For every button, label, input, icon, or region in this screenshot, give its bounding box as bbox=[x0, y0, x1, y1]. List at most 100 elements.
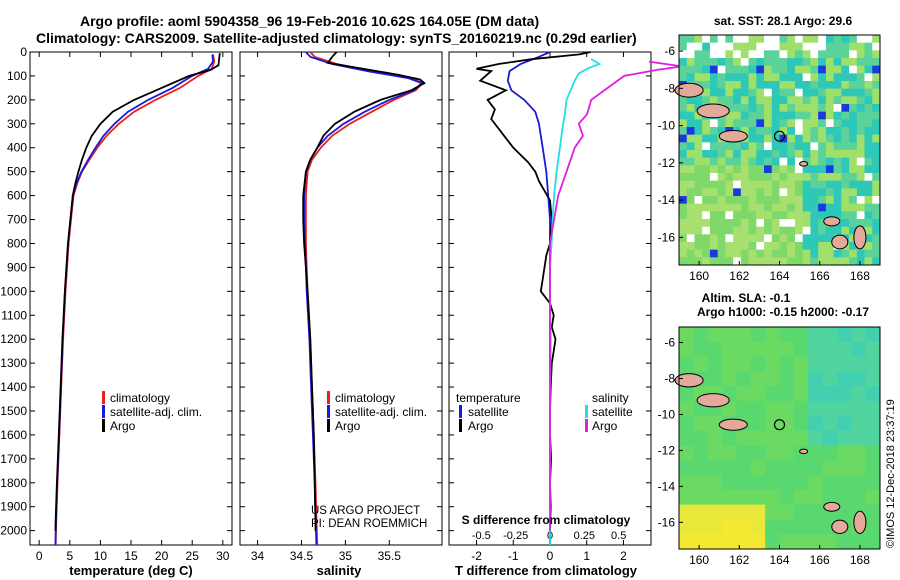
sst-map-cell bbox=[709, 81, 719, 90]
s-tick-label: 0.5 bbox=[611, 530, 626, 542]
sla-map-cell bbox=[736, 534, 752, 550]
lon-label: 166 bbox=[810, 269, 830, 283]
sst-map-cell bbox=[864, 50, 873, 59]
sst-map-cell bbox=[872, 119, 881, 128]
sst-map-cell bbox=[725, 219, 734, 228]
sst-map-cell bbox=[833, 111, 842, 120]
sst-map-cell bbox=[818, 180, 827, 189]
sla-map-cell bbox=[836, 401, 852, 417]
sst-map-cell bbox=[679, 150, 688, 159]
sst-map-cell bbox=[864, 134, 873, 143]
sst-map-cell bbox=[794, 65, 804, 74]
depth-tick-label: 1200 bbox=[0, 332, 27, 346]
sst-map-cell bbox=[779, 219, 788, 228]
sst-map-cell bbox=[825, 188, 835, 197]
sst-map-cell bbox=[872, 249, 881, 258]
sst-map-cell bbox=[686, 104, 695, 113]
sst-map-cell bbox=[794, 180, 804, 189]
sst-map-cell bbox=[694, 242, 703, 251]
sla-map-cell bbox=[779, 445, 795, 461]
sla-map-cell bbox=[722, 504, 737, 520]
sla-map-cell bbox=[865, 430, 881, 446]
sla-map-cell bbox=[750, 445, 766, 461]
depth-tick-label: 500 bbox=[7, 165, 27, 179]
sst-map-cell bbox=[717, 242, 726, 251]
island bbox=[831, 519, 849, 534]
sst-map-cell bbox=[740, 73, 750, 82]
sla-map-cell bbox=[736, 386, 752, 402]
sst-map-cell bbox=[686, 249, 695, 258]
depth-tick-label: 100 bbox=[7, 69, 27, 83]
sla-map-cell bbox=[808, 534, 824, 550]
sst-map-cell bbox=[771, 119, 780, 128]
sst-map-cell bbox=[794, 96, 804, 105]
sst-map-cell bbox=[794, 165, 804, 174]
sst-map-cell bbox=[679, 219, 688, 228]
sst-map-cell bbox=[810, 219, 819, 228]
sla-map-cell bbox=[750, 489, 766, 506]
sst-map-cell bbox=[702, 234, 711, 243]
x-tick-label: 0 bbox=[547, 549, 554, 563]
sst-map-cell bbox=[717, 73, 726, 82]
pi-credit: PI: DEAN ROEMMICH bbox=[311, 518, 427, 530]
sst-map-cell bbox=[709, 134, 719, 143]
sst-map-cell bbox=[694, 211, 703, 220]
sst-map-cell bbox=[802, 111, 811, 120]
sst-map-cell bbox=[740, 50, 750, 59]
sla-map-cell bbox=[707, 341, 723, 358]
sst-map-cell bbox=[856, 81, 866, 90]
sst-map-cell bbox=[802, 81, 811, 90]
sla-map-cell bbox=[765, 534, 780, 550]
depth-tick-label: 1500 bbox=[0, 404, 27, 418]
sla-map-cell bbox=[779, 341, 795, 358]
sst-map-cell bbox=[872, 134, 881, 143]
sst-map-cell bbox=[794, 196, 804, 205]
sst-map-cell bbox=[694, 150, 703, 159]
sla-map-cell bbox=[851, 489, 867, 506]
sst-map-cell bbox=[779, 50, 788, 59]
header-line-1: Argo profile: aoml 5904358_96 19-Feb-201… bbox=[80, 13, 539, 29]
sst-map-cell bbox=[694, 173, 703, 182]
sst-map-cell bbox=[818, 96, 827, 105]
sst-map-cell bbox=[725, 111, 734, 120]
series-s-satellite bbox=[549, 58, 602, 545]
sst-map-cell bbox=[709, 96, 719, 105]
sst-map-cell bbox=[779, 165, 788, 174]
sst-map-cell bbox=[733, 203, 742, 212]
sst-map-cell bbox=[802, 203, 811, 212]
sst-map-cell bbox=[818, 157, 827, 166]
sst-map-cell bbox=[872, 104, 881, 113]
sst-map-cell bbox=[733, 42, 742, 51]
legend-satellite-label: satellite-adj. clim. bbox=[110, 405, 202, 419]
sla-map-cell bbox=[808, 504, 824, 520]
sst-map-cell bbox=[779, 119, 788, 128]
sla-map-cell bbox=[722, 327, 737, 343]
sst-map-cell bbox=[686, 234, 695, 243]
sla-map-cell bbox=[765, 460, 780, 476]
sst-map-cell bbox=[810, 249, 819, 258]
sla-map-cell bbox=[865, 327, 881, 343]
island bbox=[823, 501, 841, 512]
sst-map-cell bbox=[725, 242, 734, 251]
sla-map-cell bbox=[822, 386, 838, 402]
sla-map-cell bbox=[736, 430, 752, 446]
sst-map-cell bbox=[849, 211, 858, 220]
sst-map-cell bbox=[849, 81, 858, 90]
sst-map-cell bbox=[709, 257, 719, 266]
sst-map-cell bbox=[709, 242, 719, 251]
sst-map-cell bbox=[849, 104, 858, 113]
sst-map-cell bbox=[787, 81, 796, 90]
sst-map-cell bbox=[686, 219, 695, 228]
sst-map-cell bbox=[771, 50, 780, 59]
sla-map-cell bbox=[750, 534, 766, 550]
sla-map-cell bbox=[808, 327, 824, 343]
sst-map-cell bbox=[849, 234, 858, 243]
sst-map-cell bbox=[756, 104, 765, 113]
sst-map-cell bbox=[694, 226, 703, 235]
sst-map-cell bbox=[748, 219, 757, 228]
sst-map-cell bbox=[771, 242, 780, 251]
sla-map-cell bbox=[722, 356, 737, 372]
sst-map-cell bbox=[771, 96, 780, 105]
sst-map-cell bbox=[717, 173, 726, 182]
sla-map-cell bbox=[822, 534, 838, 550]
